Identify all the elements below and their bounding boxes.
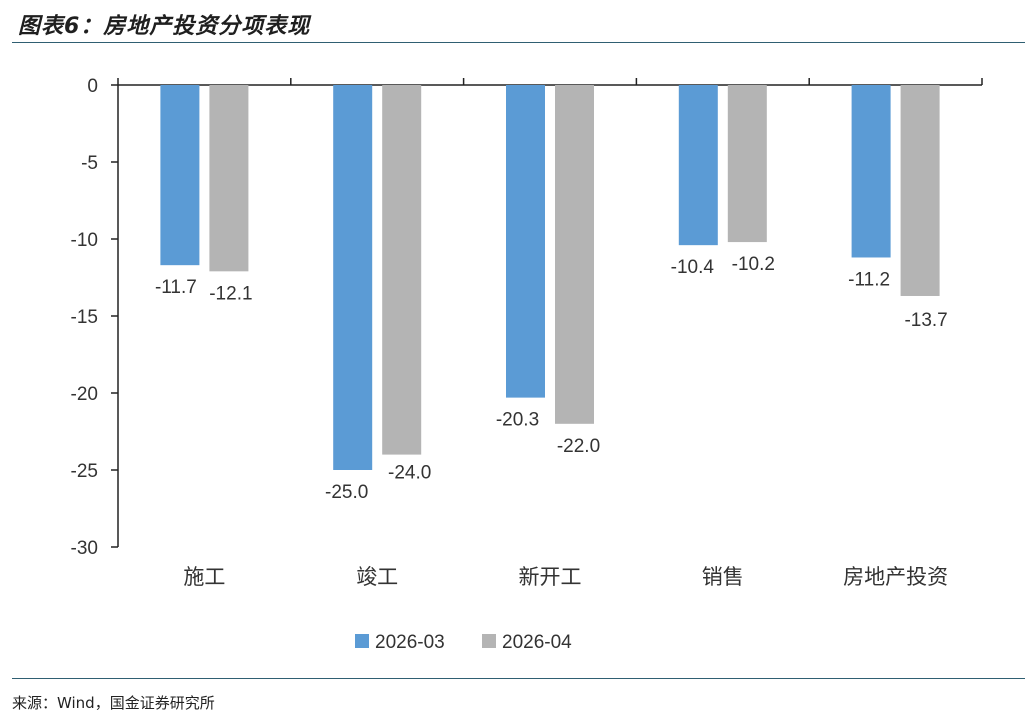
legend-swatch <box>482 634 496 648</box>
data-label-2026-03-销售: -10.4 <box>671 257 715 278</box>
x-axis <box>117 78 983 86</box>
legend-label: 2026-03 <box>375 632 445 653</box>
category-label: 房地产投资 <box>843 565 948 589</box>
legend: 2026-03 2026-04 <box>355 632 572 653</box>
bar-2026-04-新开工 <box>555 85 594 424</box>
bar-2026-03-竣工 <box>333 85 373 470</box>
bar-2026-04-销售 <box>727 85 767 243</box>
category-label: 新开工 <box>519 565 582 589</box>
legend-label: 2026-04 <box>502 632 572 653</box>
category-label: 施工 <box>183 565 225 589</box>
y-axis: 0 -5 -10 -15 -20 -25 -30 <box>71 76 119 559</box>
bars <box>160 85 940 470</box>
data-label-2026-04-房地产投资: -13.7 <box>904 310 947 331</box>
legend-swatch <box>355 634 369 648</box>
footer-divider <box>12 678 1025 679</box>
bar-2026-03-房地产投资 <box>851 85 891 258</box>
bar-2026-03-施工 <box>160 85 200 266</box>
category-label: 销售 <box>702 565 744 589</box>
data-label-2026-04-竣工: -24.0 <box>388 463 431 484</box>
category-labels: 施工 竣工 新开工 销售 房地产投资 <box>183 565 948 589</box>
data-label-2026-03-新开工: -20.3 <box>496 410 539 431</box>
bar-2026-04-竣工 <box>382 85 422 455</box>
category-label: 竣工 <box>356 565 398 589</box>
y-tick-label: -10 <box>71 230 98 251</box>
data-labels: -11.7 -12.1 -25.0 -24.0 -20.3 -22.0 -10.4 -10.2… <box>155 254 948 503</box>
bar-2026-04-施工 <box>209 85 249 272</box>
data-label-2026-04-新开工: -22.0 <box>557 436 600 457</box>
source-note: 来源：Wind，国金证券研究所 <box>12 694 215 712</box>
bar-2026-03-新开工 <box>506 85 545 398</box>
y-tick-label: -30 <box>71 538 98 559</box>
bar-2026-04-房地产投资 <box>900 85 940 296</box>
bar-2026-03-销售 <box>678 85 718 246</box>
y-tick-label: 0 <box>87 76 98 97</box>
data-label-2026-04-施工: -12.1 <box>209 283 252 304</box>
data-label-2026-03-竣工: -25.0 <box>325 482 368 503</box>
data-label-2026-03-房地产投资: -11.2 <box>848 269 890 290</box>
data-label-2026-04-销售: -10.2 <box>732 254 775 275</box>
y-tick-label: -5 <box>81 153 98 174</box>
y-tick-label: -20 <box>71 384 98 405</box>
y-tick-label: -15 <box>71 307 98 328</box>
chart-title: 图表6：房地产投资分项表现 <box>18 14 311 39</box>
title-divider <box>12 42 1025 43</box>
y-tick-label: -25 <box>71 461 98 482</box>
data-label-2026-03-施工: -11.7 <box>155 277 197 298</box>
